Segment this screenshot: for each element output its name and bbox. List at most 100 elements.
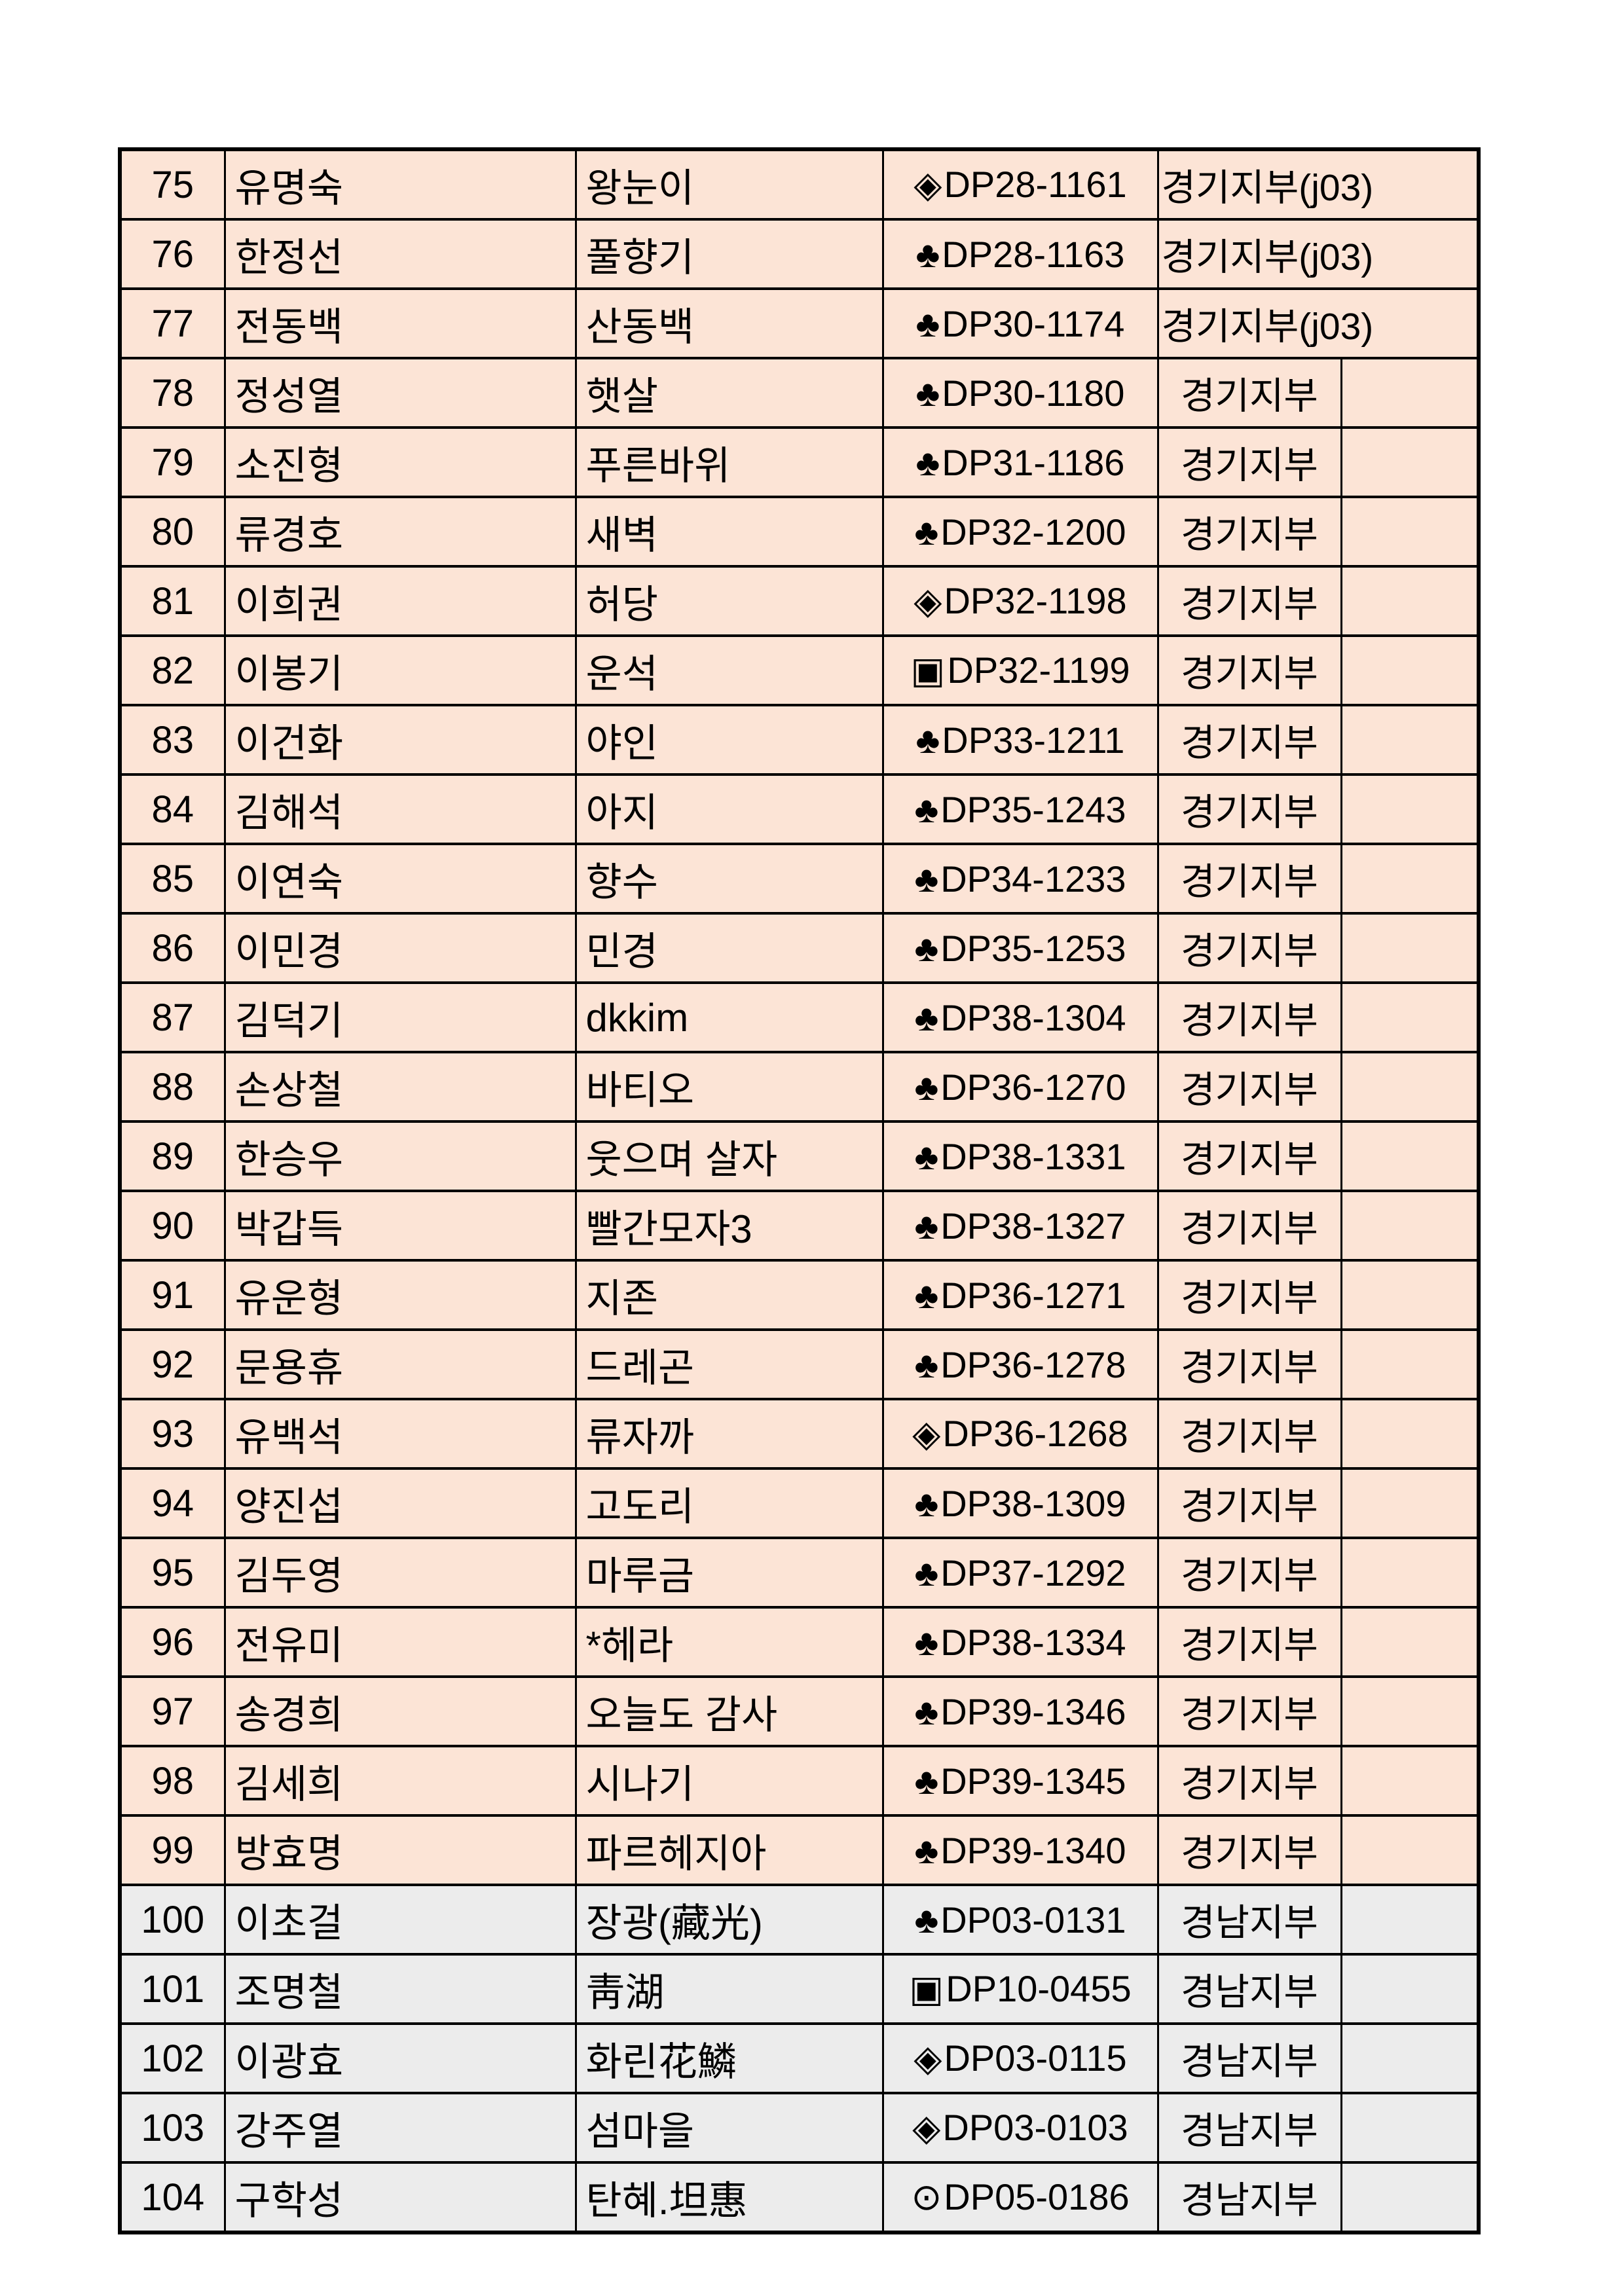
member-code-cell: ♣DP35-1253 — [881, 912, 1159, 984]
member-name-cell: 유백석 — [223, 1398, 577, 1470]
row-number-cell: 102 — [119, 2022, 226, 2094]
club-icon: ♣ — [914, 1760, 939, 1802]
member-nickname-cell: 야인 — [574, 704, 884, 776]
empty-cell — [1340, 1953, 1480, 2025]
member-code-text: DP34-1233 — [940, 858, 1126, 900]
member-code-cell: ◈DP28-1161 — [881, 148, 1159, 221]
member-code-text: DP32-1199 — [947, 649, 1130, 691]
table-row: 91 유운형 지존 ♣DP36-1271 경기지부 — [119, 1259, 1480, 1331]
member-code-cell: ♣DP34-1233 — [881, 843, 1159, 915]
member-code-text: DP30-1174 — [942, 302, 1125, 344]
club-icon: ♣ — [914, 1205, 939, 1247]
club-icon: ♣ — [914, 1621, 939, 1663]
member-name-cell: 양진섭 — [223, 1467, 577, 1539]
square-in-square-icon: ▣ — [910, 649, 946, 691]
row-number-cell: 88 — [119, 1051, 226, 1123]
branch-cell: 경기지부 — [1156, 912, 1342, 984]
row-number-cell: 82 — [119, 634, 226, 706]
member-nickname-cell: 시나기 — [574, 1745, 884, 1817]
branch-cell: 경기지부 — [1156, 1120, 1342, 1192]
row-number-cell: 92 — [119, 1328, 226, 1400]
member-code-text: DP32-1198 — [944, 580, 1127, 621]
club-icon: ♣ — [915, 302, 940, 344]
member-code-text: DP28-1161 — [944, 164, 1127, 205]
member-nickname-cell: 화린花鱗 — [574, 2022, 884, 2094]
member-nickname-cell: 파르헤지아 — [574, 1814, 884, 1886]
club-icon: ♣ — [914, 927, 939, 969]
branch-cell: 경기지부 — [1156, 843, 1342, 915]
member-name-cell: 전동백 — [223, 287, 577, 359]
row-number-cell: 80 — [119, 496, 226, 568]
row-number-cell: 79 — [119, 426, 226, 498]
branch-cell: 경기지부 — [1156, 1467, 1342, 1539]
row-number-cell: 83 — [119, 704, 226, 776]
diamond-in-diamond-icon: ◈ — [913, 580, 942, 621]
row-number-cell: 91 — [119, 1259, 226, 1331]
table-row: 79 소진형 푸른바위 ♣DP31-1186 경기지부 — [119, 426, 1480, 498]
member-nickname-cell: dkkim — [574, 981, 884, 1053]
member-nickname-cell: 민경 — [574, 912, 884, 984]
club-icon: ♣ — [914, 511, 939, 553]
member-code-text: DP30-1180 — [942, 372, 1125, 414]
table-row: 78 정성열 햇살 ♣DP30-1180 경기지부 — [119, 357, 1480, 429]
member-code-cell: ♣DP30-1180 — [881, 357, 1159, 429]
member-name-cell: 문용휴 — [223, 1328, 577, 1400]
table-row: 87 김덕기 dkkim ♣DP38-1304 경기지부 — [119, 981, 1480, 1053]
member-code-cell: ▣DP32-1199 — [881, 634, 1159, 706]
empty-cell — [1340, 565, 1480, 637]
member-name-cell: 류경호 — [223, 496, 577, 568]
member-nickname-cell: 장광(藏光) — [574, 1884, 884, 1956]
member-code-cell: ♣DP32-1200 — [881, 496, 1159, 568]
member-nickname-cell: *헤라 — [574, 1606, 884, 1678]
empty-cell — [1340, 1051, 1480, 1123]
empty-cell — [1340, 1814, 1480, 1886]
member-nickname-cell: 고도리 — [574, 1467, 884, 1539]
table-row: 81 이희권 허당 ◈DP32-1198 경기지부 — [119, 565, 1480, 637]
member-nickname-cell: 오늘도 감사 — [574, 1675, 884, 1747]
empty-cell — [1340, 1884, 1480, 1956]
row-number-cell: 84 — [119, 773, 226, 845]
table-row: 104 구학성 탄혜.坦惠 ⊙DP05-0186 경남지부 — [119, 2161, 1480, 2234]
row-number-cell: 77 — [119, 287, 226, 359]
member-name-cell: 이건화 — [223, 704, 577, 776]
member-code-cell: ◈DP03-0103 — [881, 2092, 1159, 2164]
member-code-text: DP35-1253 — [940, 927, 1126, 969]
branch-cell: 경기지부 — [1156, 1328, 1342, 1400]
branch-cell: 경기지부 — [1156, 704, 1342, 776]
row-number-cell: 86 — [119, 912, 226, 984]
table-row: 86 이민경 민경 ♣DP35-1253 경기지부 — [119, 912, 1480, 984]
row-number-cell: 94 — [119, 1467, 226, 1539]
branch-cell: 경남지부 — [1156, 1953, 1342, 2025]
member-code-text: DP39-1346 — [940, 1690, 1126, 1732]
branch-cell: 경기지부 — [1156, 981, 1342, 1053]
table-row: 94 양진섭 고도리 ♣DP38-1309 경기지부 — [119, 1467, 1480, 1539]
member-nickname-cell: 탄혜.坦惠 — [574, 2161, 884, 2234]
branch-cell: 경기지부 — [1156, 426, 1342, 498]
member-code-text: DP39-1345 — [940, 1760, 1126, 1802]
member-name-cell: 이봉기 — [223, 634, 577, 706]
member-nickname-cell: 산동백 — [574, 287, 884, 359]
club-icon: ♣ — [915, 372, 940, 414]
member-nickname-cell: 운석 — [574, 634, 884, 706]
member-code-cell: ♣DP39-1340 — [881, 1814, 1159, 1886]
member-code-cell: ♣DP03-0131 — [881, 1884, 1159, 1956]
table-row: 84 김해석 아지 ♣DP35-1243 경기지부 — [119, 773, 1480, 845]
branch-cell: 경기지부(j03) — [1156, 218, 1480, 290]
diamond-in-diamond-icon: ◈ — [913, 164, 942, 205]
table-row: 97 송경희 오늘도 감사 ♣DP39-1346 경기지부 — [119, 1675, 1480, 1747]
member-code-cell: ♣DP39-1346 — [881, 1675, 1159, 1747]
row-number-cell: 87 — [119, 981, 226, 1053]
member-code-cell: ♣DP35-1243 — [881, 773, 1159, 845]
branch-cell: 경기지부 — [1156, 1398, 1342, 1470]
table-row: 88 손상철 바티오 ♣DP36-1270 경기지부 — [119, 1051, 1480, 1123]
member-code-cell: ♣DP36-1270 — [881, 1051, 1159, 1123]
table-row: 92 문용휴 드레곤 ♣DP36-1278 경기지부 — [119, 1328, 1480, 1400]
branch-cell: 경기지부(j03) — [1156, 148, 1480, 221]
square-in-square-icon: ▣ — [909, 1968, 944, 2009]
branch-cell: 경기지부 — [1156, 1606, 1342, 1678]
member-name-cell: 김덕기 — [223, 981, 577, 1053]
member-nickname-cell: 새벽 — [574, 496, 884, 568]
member-code-text: DP38-1327 — [940, 1205, 1126, 1247]
branch-cell: 경기지부 — [1156, 773, 1342, 845]
row-number-cell: 76 — [119, 218, 226, 290]
